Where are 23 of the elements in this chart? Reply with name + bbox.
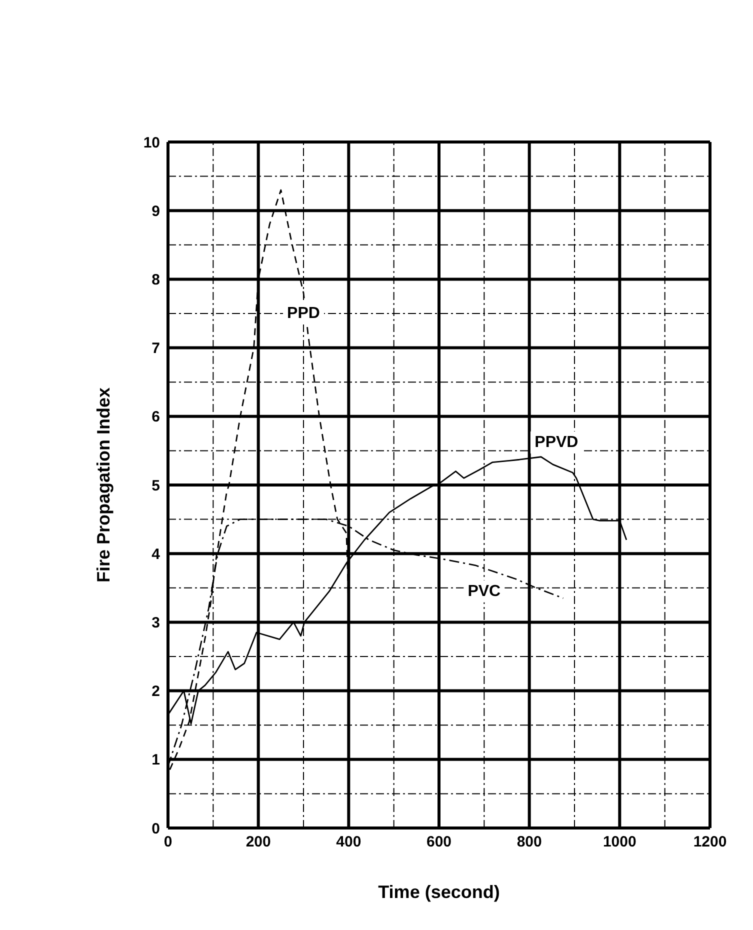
series-label: PVC — [468, 582, 502, 600]
y-tick-label: 5 — [152, 477, 160, 494]
y-tick-label: 4 — [152, 546, 161, 563]
y-tick-label: 3 — [152, 614, 160, 632]
y-tick-label: 2 — [152, 683, 160, 700]
x-tick-label: 1200 — [693, 834, 727, 851]
y-tick-label: 0 — [152, 820, 160, 838]
series-label: PPVD — [534, 434, 578, 451]
y-tick-label: 7 — [152, 340, 160, 358]
x-tick-label: 600 — [426, 834, 452, 851]
y-tick-label: 1 — [152, 752, 160, 769]
y-tick-label: 8 — [152, 272, 160, 289]
x-tick-label: 200 — [246, 834, 271, 851]
x-tick-label: 1000 — [602, 834, 636, 851]
y-axis-title: Fire Propagation Index — [93, 387, 114, 583]
x-tick-label: 0 — [164, 834, 172, 851]
series-label: PPD — [287, 305, 320, 322]
y-tick-label: 6 — [152, 408, 160, 426]
y-tick-label: 10 — [143, 134, 160, 152]
x-axis-title: Time (second) — [378, 882, 500, 902]
x-tick-label: 400 — [336, 834, 362, 851]
x-tick-label: 800 — [516, 834, 542, 851]
y-tick-label: 9 — [152, 202, 160, 220]
